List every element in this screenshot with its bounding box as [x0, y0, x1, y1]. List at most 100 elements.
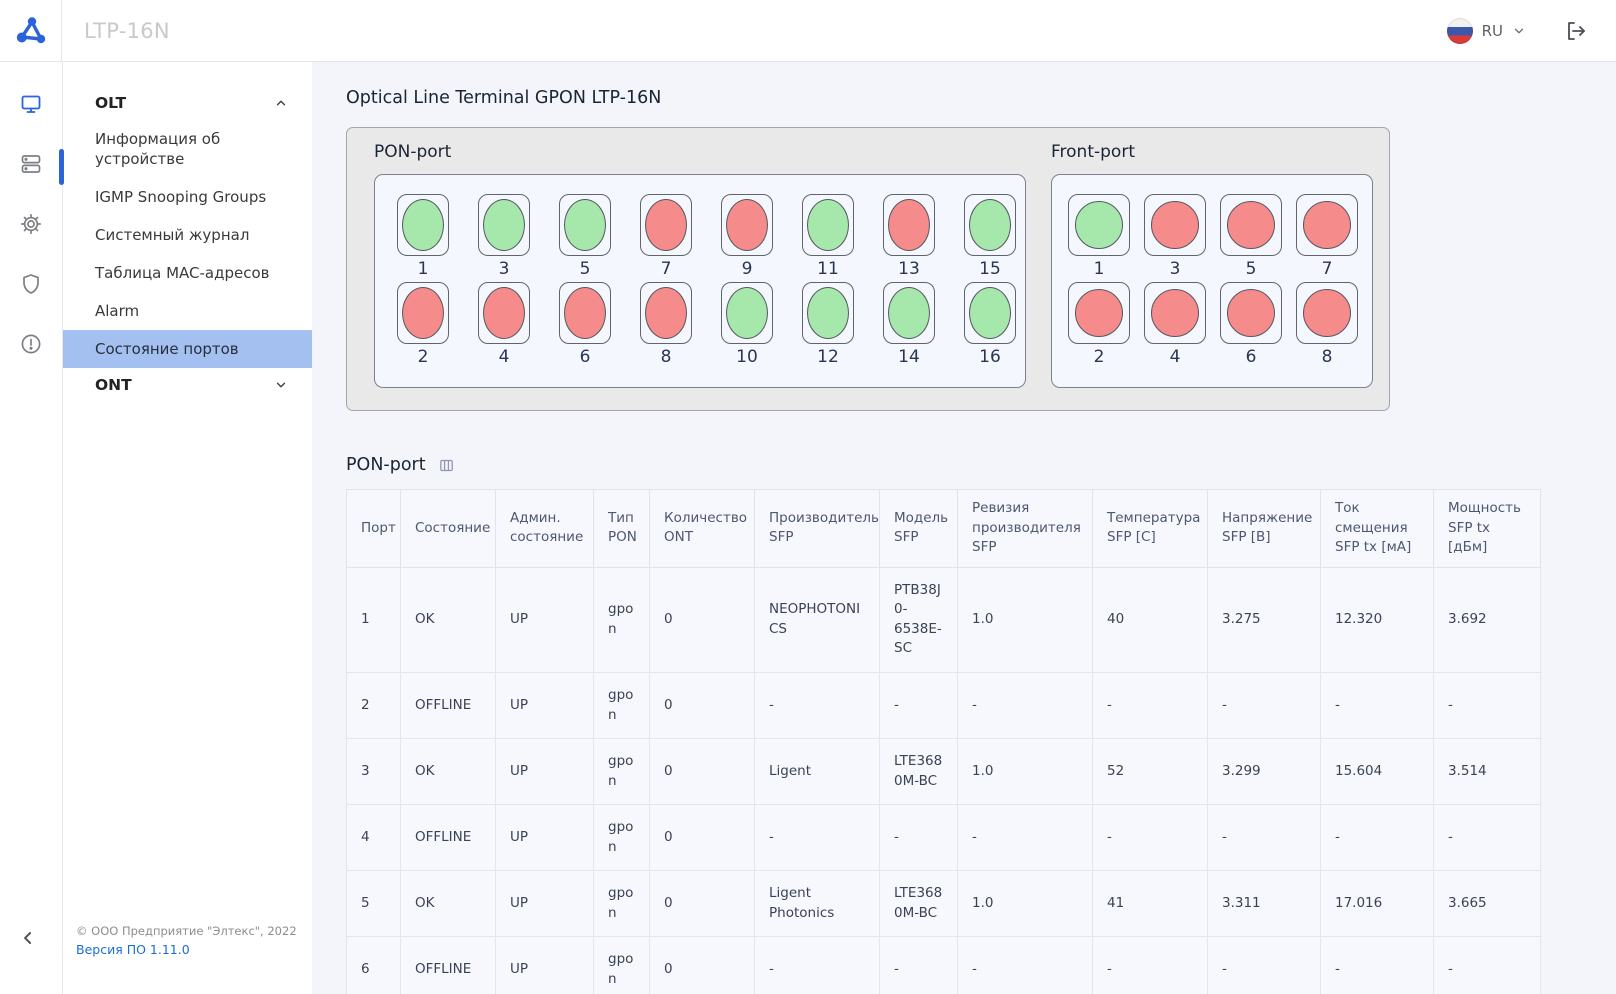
port-frame	[478, 194, 530, 256]
sidebar-item-2[interactable]: IGMP Snooping Groups	[95, 188, 267, 206]
port-led-up	[483, 199, 525, 251]
pon-port-5[interactable]: 5	[559, 194, 611, 280]
pon-port-7[interactable]: 7	[640, 194, 692, 280]
port-number: 6	[579, 347, 591, 367]
language-selector[interactable]: RU	[1446, 17, 1526, 44]
cell-9: -	[1092, 936, 1208, 994]
pon-ports-box: 1 2 3 4 5 6 7 8 9 10 11 12 13 14 15 16	[374, 174, 1026, 388]
port-led-down	[1303, 201, 1351, 249]
port-number: 8	[660, 347, 672, 367]
front-port-6[interactable]: 6	[1220, 282, 1282, 368]
cell-10: -	[1207, 671, 1321, 740]
port-led-down	[483, 287, 525, 339]
sidebar-section-ont[interactable]: ONT	[63, 368, 312, 402]
cell-11: -	[1320, 936, 1434, 994]
port-frame	[559, 282, 611, 344]
pon-port-13[interactable]: 13	[883, 194, 935, 280]
cell-4: gpon	[593, 936, 650, 994]
port-led-up	[969, 287, 1011, 339]
sidebar-item-1[interactable]: Информация об устройстве	[95, 130, 221, 168]
pon-port-2[interactable]: 2	[397, 282, 449, 368]
port-frame	[1220, 282, 1282, 344]
pon-port-3[interactable]: 3	[478, 194, 530, 280]
cell-8: 1.0	[957, 738, 1093, 806]
pon-port-12[interactable]: 12	[802, 282, 854, 368]
cell-9: 40	[1092, 566, 1208, 673]
sidebar-item-6[interactable]: Состояние портов	[63, 330, 312, 368]
port-number: 5	[579, 259, 591, 279]
cell-10: -	[1207, 936, 1321, 994]
column-header-5: Количество ONT	[649, 489, 755, 568]
pon-port-16[interactable]: 16	[964, 282, 1016, 368]
column-header-11: Ток смещения SFP tx [мА]	[1320, 489, 1434, 568]
cell-6: NEOPHOTONICS	[754, 566, 880, 673]
table-row-port-4: 4 OFFLINE UP gpon 0- - - - - - -	[346, 804, 1541, 872]
port-number: 7	[660, 259, 672, 279]
front-port-5[interactable]: 5	[1220, 194, 1282, 280]
front-port-2[interactable]: 2	[1068, 282, 1130, 368]
front-port-1[interactable]: 1	[1068, 194, 1130, 280]
table-row-port-2: 2 OFFLINE UP gpon 0- - - - - - -	[346, 671, 1541, 740]
port-frame	[721, 194, 773, 256]
logout-button[interactable]	[1564, 19, 1588, 43]
pon-port-8[interactable]: 8	[640, 282, 692, 368]
chevron-down-icon	[1512, 24, 1526, 38]
front-port-panel: Front-port 1 2 3 4 5 6 7 8	[1051, 142, 1373, 388]
sidebar-item-5[interactable]: Alarm	[95, 302, 140, 320]
cell-7: LTE3680M-BC	[879, 870, 958, 938]
device-front-view: PON-port 1 2 3 4 5 6 7 8 9 10 11 12 13 14 15 16 Front-p…	[346, 127, 1390, 411]
port-led-up	[807, 199, 849, 251]
port-led-down	[564, 287, 606, 339]
front-port-8[interactable]: 8	[1296, 282, 1358, 368]
alert-circle-icon[interactable]	[19, 332, 43, 356]
port-led-down	[1075, 289, 1123, 337]
cell-1: 5	[346, 870, 401, 938]
pon-port-14[interactable]: 14	[883, 282, 935, 368]
pon-port-table: Порт Состояние Админ. состояние Тип PON Коли…	[346, 489, 1541, 994]
front-port-3[interactable]: 3	[1144, 194, 1206, 280]
port-frame	[721, 282, 773, 344]
gear-icon[interactable]	[19, 212, 43, 236]
pon-port-4[interactable]: 4	[478, 282, 530, 368]
pon-port-6[interactable]: 6	[559, 282, 611, 368]
cell-11: 15.604	[1320, 738, 1434, 806]
front-port-4[interactable]: 4	[1144, 282, 1206, 368]
table-body: 1 OK UP gpon 0 NEOPHOTONICS PTB38J0-6538E-SC 1.…	[346, 566, 1541, 994]
pon-port-15[interactable]: 15	[964, 194, 1016, 280]
server-icon[interactable]	[19, 152, 43, 176]
port-number: 9	[741, 259, 753, 279]
port-led-down	[402, 287, 444, 339]
port-led-up	[726, 287, 768, 339]
port-led-up	[564, 199, 606, 251]
column-header-7: Модель SFP	[879, 489, 958, 568]
cell-4: gpon	[593, 671, 650, 740]
port-frame	[1144, 194, 1206, 256]
column-settings-icon[interactable]	[438, 457, 455, 474]
cell-8: 1.0	[957, 566, 1093, 673]
sidebar-item-3[interactable]: Системный журнал	[95, 226, 250, 244]
logout-icon	[1564, 19, 1588, 43]
cell-8: 1.0	[957, 870, 1093, 938]
firmware-version-link[interactable]: Версия ПО 1.11.0	[76, 942, 190, 957]
monitor-icon[interactable]	[19, 92, 43, 116]
port-frame	[883, 194, 935, 256]
cell-3: UP	[495, 566, 594, 673]
pon-port-1[interactable]: 1	[397, 194, 449, 280]
cell-2: OK	[400, 870, 496, 938]
pon-port-11[interactable]: 11	[802, 194, 854, 280]
sidebar-section-olt[interactable]: OLT	[63, 86, 312, 120]
sidebar-item-4[interactable]: Таблица MAC-адресов	[95, 264, 270, 282]
pon-port-9[interactable]: 9	[721, 194, 773, 280]
port-number: 2	[1093, 347, 1105, 367]
front-port-7[interactable]: 7	[1296, 194, 1358, 280]
pon-port-10[interactable]: 10	[721, 282, 773, 368]
port-frame	[802, 194, 854, 256]
port-number: 1	[1093, 259, 1105, 279]
eltex-logo	[0, 0, 62, 62]
collapse-sidebar-button[interactable]	[18, 928, 38, 948]
shield-icon[interactable]	[19, 272, 43, 296]
port-number: 14	[898, 347, 920, 367]
port-led-up	[807, 287, 849, 339]
port-frame	[397, 282, 449, 344]
port-frame	[1068, 194, 1130, 256]
